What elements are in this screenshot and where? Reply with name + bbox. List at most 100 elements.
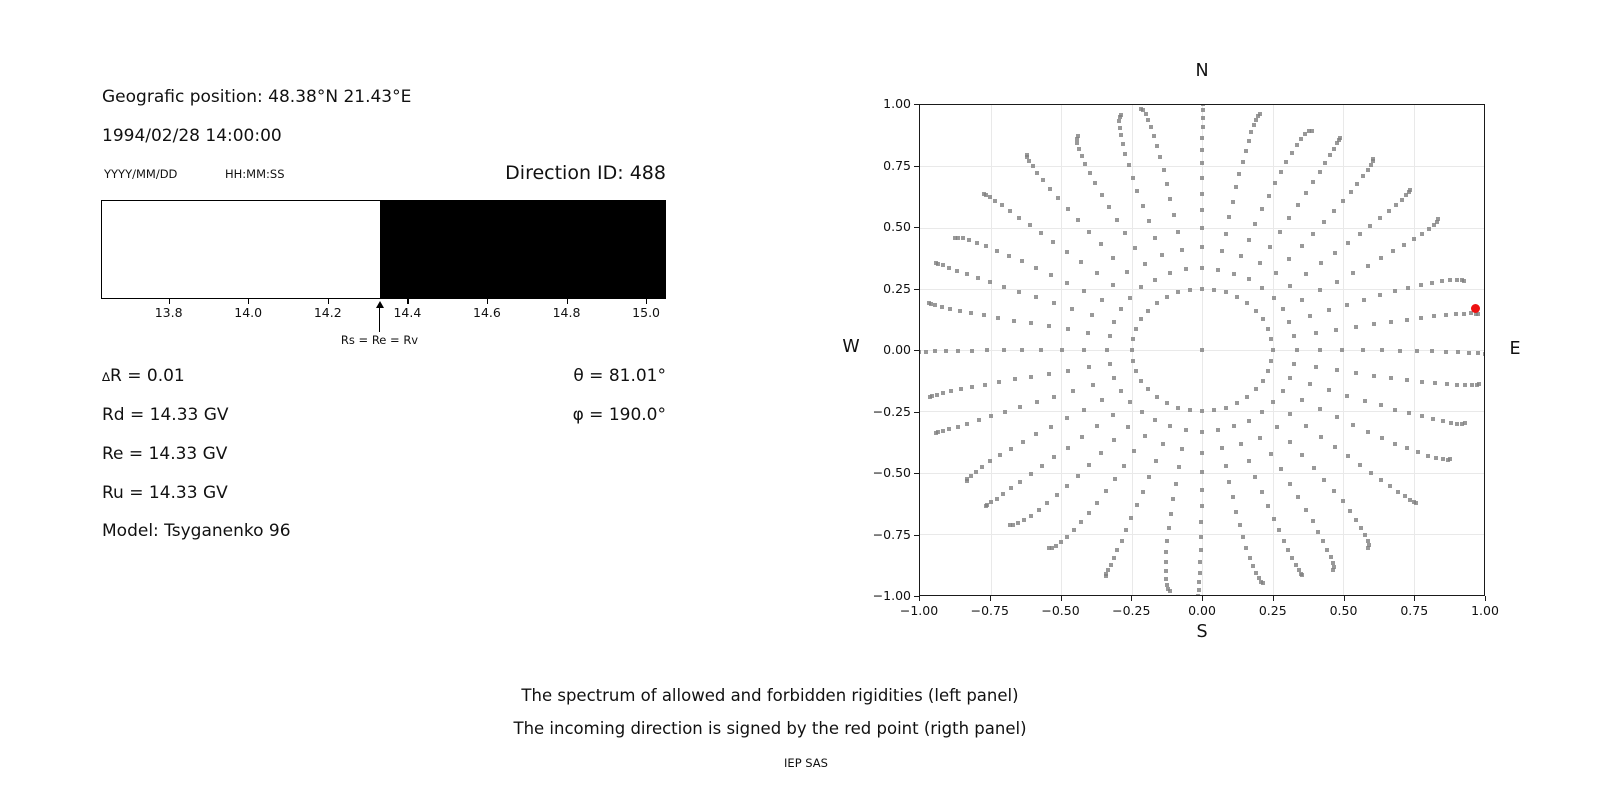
scatter-dot [1165,538,1170,543]
spectrum-tick-mark [566,299,568,304]
scatter-dot [982,313,987,318]
scatter-dot [1199,430,1204,435]
scatter-dot [1396,489,1401,494]
scatter-dot [1335,279,1340,284]
scatter-dot [1183,428,1188,433]
scatter-dot [1365,538,1370,543]
scatter-dot [1393,202,1398,207]
scatter-dot [1086,229,1091,234]
scatter-dot [1362,398,1367,403]
scatter-dot [1271,400,1276,405]
scatter-dot [1328,153,1333,158]
scatter-dot [1151,133,1156,138]
scatter-dot [1334,368,1339,373]
scatter-dot [1028,472,1033,477]
scatter-dot [1272,181,1277,186]
scatter-dot [1047,371,1052,376]
scatter-dot [1164,294,1169,299]
scatter-dot [1140,489,1145,494]
scatter-dot [1200,208,1205,213]
scatter-dot [1119,112,1123,117]
scatter-dot [1311,465,1316,470]
scatter-dot [1303,191,1308,195]
scatter-dot [1350,271,1355,276]
scatter-dot [1164,549,1169,554]
scatter-dot [1253,570,1258,575]
scatter-dot [939,304,944,309]
y-tick-mark [914,596,919,598]
scatter-dot [1361,297,1366,302]
scatter-dot [975,276,980,281]
scatter-dot [1351,422,1356,427]
scatter-dot [1243,148,1248,153]
y-tick-mark [914,227,919,229]
scatter-dot [1261,581,1266,586]
scatter-dot [1359,525,1364,530]
scatter-dot [1402,242,1407,247]
scatter-dot [1402,494,1407,499]
scatter-dot [1332,488,1337,493]
scatter-dot [985,348,990,353]
scatter-dot [1117,119,1122,124]
scatter-dot [1407,411,1412,416]
y-tick-label: −1.00 [872,588,911,603]
scatter-dot [967,238,972,243]
scatter-dot [1379,256,1384,261]
scatter-dot [1046,546,1051,551]
scatter-dot [1288,412,1293,417]
scatter-dot [1269,337,1274,342]
scatter-dot [1111,412,1116,417]
scatter-dot [934,260,939,265]
scatter-dot [981,191,986,196]
scatter-dot [1260,285,1265,290]
scatter-dot [1028,321,1033,326]
scatter-dot [947,306,952,311]
scatter-dot [1294,143,1299,148]
spectrum-tick-mark [407,299,409,304]
spectrum-tick-mark [168,299,170,304]
scatter-dot [1066,368,1071,373]
scatter-dot [1235,401,1240,406]
y-tick-mark [914,350,919,352]
scatter-dot [1462,311,1467,316]
scatter-dot [953,235,958,240]
scatter-dot [1475,382,1480,387]
scatter-dot [1369,470,1374,475]
scatter-dot [1448,420,1453,425]
scatter-dot [1122,463,1127,468]
scatter-dot [1094,271,1099,276]
scatter-dot [1138,378,1143,383]
scatter-dot [1164,181,1169,186]
scatter-dot [1318,434,1323,439]
scatter-dot [1199,450,1204,455]
scatter-dot [1393,407,1398,412]
scatter-dot [1281,307,1286,312]
scatter-dot [1463,382,1468,387]
x-tick-label: −0.75 [970,603,1009,618]
scatter-dot [1284,159,1289,164]
scatter-dot [1430,349,1435,354]
scatter-dot [1436,217,1441,222]
scatter-dot [1345,240,1350,245]
scatter-dot [1027,159,1032,164]
scatter-dot [1318,406,1322,411]
scatter-dot [1135,189,1140,194]
scatter-dot [1017,215,1022,220]
scatter-dot [1335,141,1340,146]
scatter-dot [1198,560,1203,565]
scatter-dot [1112,438,1117,443]
scatter-dot [1304,272,1309,276]
scatter-dot [1200,135,1205,140]
scatter-dot [1249,130,1254,135]
scatter-dot [1145,308,1150,313]
scatter-dot [1332,250,1337,255]
y-tick-mark [914,288,919,290]
scatter-dot [1145,387,1150,392]
scatter-dot [1220,446,1225,451]
rd-value: Rd = 14.33 GV [102,405,229,425]
scatter-dot [1130,175,1135,180]
scatter-dot [1239,442,1244,447]
scatter-dot [1001,491,1006,496]
scatter-dot [1259,579,1264,584]
scatter-dot [1049,424,1054,429]
